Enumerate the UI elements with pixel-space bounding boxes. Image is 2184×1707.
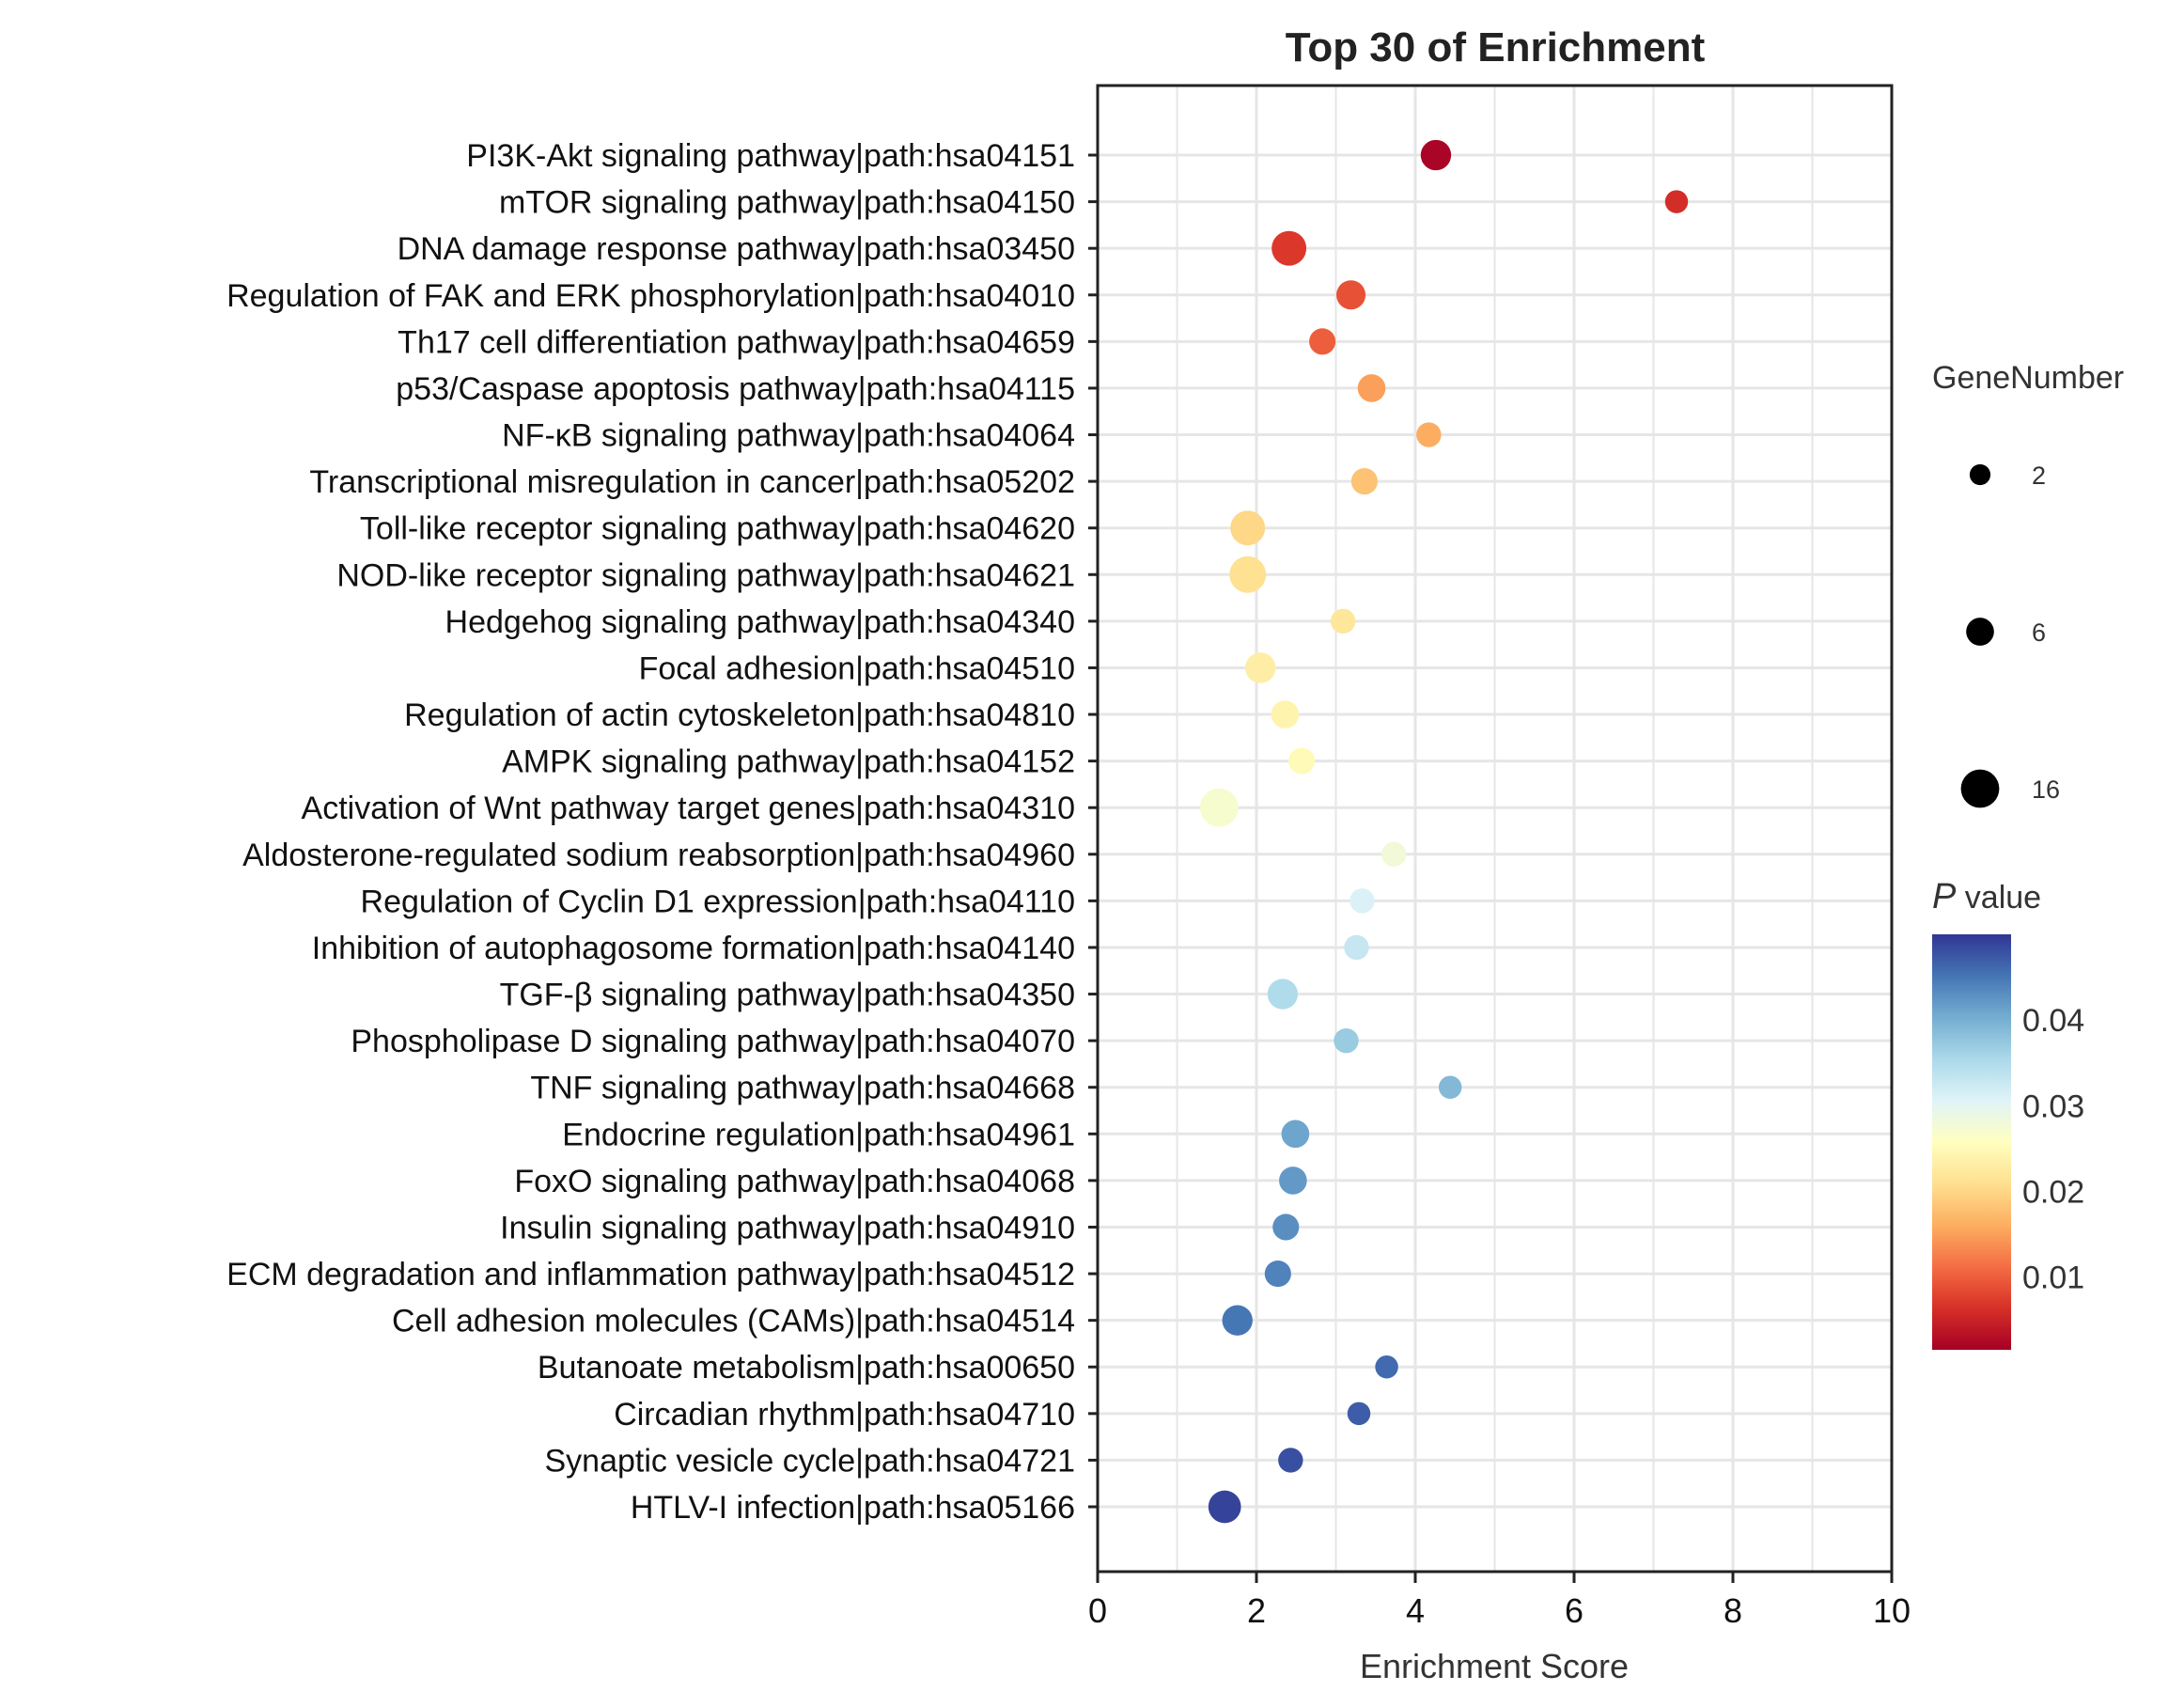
y-tick-label: Hedgehog signaling pathway|path:hsa04340 [445, 604, 1075, 640]
data-point [1271, 700, 1300, 728]
y-tick-label: Insulin signaling pathway|path:hsa04910 [500, 1210, 1075, 1245]
x-tick-label: 0 [1088, 1591, 1107, 1630]
y-tick-label: Endocrine regulation|path:hsa04961 [562, 1117, 1075, 1152]
data-point [1347, 1402, 1371, 1426]
y-tick-label: HTLV-I infection|path:hsa05166 [631, 1490, 1075, 1526]
y-tick-label: TGF-β signaling pathway|path:hsa04350 [500, 978, 1075, 1013]
data-point [1230, 510, 1266, 546]
y-tick-label: NOD-like receptor signaling pathway|path… [336, 557, 1075, 593]
y-tick-label: mTOR signaling pathway|path:hsa04150 [499, 185, 1075, 221]
data-point [1208, 1490, 1241, 1524]
x-tick-label: 2 [1247, 1591, 1266, 1630]
x-tick-label: 4 [1406, 1591, 1425, 1630]
data-point [1334, 1027, 1359, 1054]
colorbar [1932, 934, 2011, 1350]
data-point [1245, 652, 1276, 683]
size-legend-label: 6 [2032, 619, 2046, 647]
y-tick-label: ECM degradation and inflammation pathway… [226, 1257, 1075, 1292]
data-point [1222, 1305, 1253, 1336]
data-points [1199, 139, 1689, 1524]
grid-lines [1096, 86, 1894, 1572]
x-axis-label: Enrichment Score [1360, 1647, 1629, 1685]
data-point [1199, 788, 1239, 827]
data-point [1229, 556, 1267, 593]
y-tick-label: Th17 cell differentiation pathway|path:h… [398, 324, 1075, 360]
data-point [1267, 979, 1299, 1010]
data-point [1357, 374, 1386, 402]
data-point [1309, 328, 1336, 355]
data-point [1438, 1075, 1462, 1099]
x-tick-label: 6 [1565, 1591, 1583, 1630]
y-tick-label: Aldosterone-regulated sodium reabsorptio… [242, 838, 1075, 873]
colorbar-tick-label: 0.01 [2022, 1261, 2084, 1296]
data-point [1416, 422, 1442, 447]
color-legend: P value 0.01 0.02 0.03 0.04 [1932, 877, 2084, 1350]
y-tick-label: p53/Caspase apoptosis pathway|path:hsa04… [396, 371, 1075, 407]
size-legend: GeneNumber 2 6 16 [1932, 360, 2124, 808]
data-point [1264, 1261, 1291, 1288]
data-point [1271, 230, 1307, 266]
data-point [1420, 139, 1452, 171]
y-tick-label: Focal adhesion|path:hsa04510 [639, 650, 1075, 686]
size-legend-label: 16 [2032, 775, 2060, 804]
data-point [1278, 1448, 1303, 1473]
y-tick-label: AMPK signaling pathway|path:hsa04152 [502, 744, 1075, 780]
data-point [1664, 190, 1689, 213]
data-point [1279, 1167, 1307, 1195]
data-point [1336, 280, 1366, 310]
x-tick-label: 8 [1724, 1591, 1742, 1630]
y-tick-label: Transcriptional misregulation in cancer|… [309, 464, 1075, 500]
y-tick-label: Regulation of actin cytoskeleton|path:hs… [404, 697, 1075, 733]
y-tick-label: Inhibition of autophagosome formation|pa… [312, 931, 1075, 966]
y-tick-label: Cell adhesion molecules (CAMs)|path:hsa0… [392, 1304, 1075, 1339]
data-point [1344, 934, 1369, 961]
colorbar-tick-label: 0.04 [2022, 1003, 2084, 1039]
data-point [1375, 1355, 1398, 1379]
data-point [1350, 468, 1378, 495]
y-tick-label: Synaptic vesicle cycle|path:hsa04721 [544, 1443, 1075, 1479]
y-tick-label: PI3K-Akt signaling pathway|path:hsa04151 [466, 138, 1075, 174]
data-point [1330, 608, 1356, 634]
y-tick-label: Activation of Wnt pathway target genes|p… [302, 791, 1075, 826]
color-legend-title: P value [1932, 877, 2041, 916]
size-legend-title: GeneNumber [1932, 360, 2124, 396]
x-axis: 0 2 4 6 8 10 [1088, 1572, 1911, 1630]
y-tick-label: TNF signaling pathway|path:hsa04668 [530, 1071, 1075, 1106]
y-axis: PI3K-Akt signaling pathway|path:hsa04151… [226, 138, 1098, 1526]
y-tick-label: Toll-like receptor signaling pathway|pat… [360, 511, 1075, 547]
x-tick-label: 10 [1873, 1591, 1911, 1630]
y-tick-label: Regulation of Cyclin D1 expression|path:… [361, 884, 1075, 919]
colorbar-tick-label: 0.03 [2022, 1088, 2084, 1124]
size-legend-dot [1966, 618, 1994, 646]
color-legend-title-rest: value [1956, 880, 2041, 916]
data-point [1288, 747, 1316, 775]
y-tick-label: Butanoate metabolism|path:hsa00650 [538, 1350, 1075, 1386]
data-point [1381, 841, 1407, 867]
data-point [1272, 1214, 1300, 1241]
y-tick-label: DNA damage response pathway|path:hsa0345… [398, 231, 1075, 267]
data-point [1349, 888, 1375, 914]
plot-frame [1096, 84, 1894, 1574]
chart-title: Top 30 of Enrichment [1286, 24, 1706, 70]
y-tick-label: NF-κB signaling pathway|path:hsa04064 [502, 418, 1075, 454]
y-tick-label: Phospholipase D signaling pathway|path:h… [351, 1024, 1075, 1059]
y-tick-label: Regulation of FAK and ERK phosphorylatio… [226, 278, 1075, 314]
data-point [1281, 1120, 1310, 1149]
y-tick-label: FoxO signaling pathway|path:hsa04068 [514, 1164, 1075, 1199]
size-legend-dot [1969, 463, 1991, 486]
size-legend-label: 2 [2032, 462, 2046, 490]
color-legend-title-p: P [1932, 877, 1957, 916]
size-legend-dot [1960, 769, 2000, 808]
y-tick-label: Circadian rhythm|path:hsa04710 [614, 1397, 1075, 1433]
colorbar-tick-label: 0.02 [2022, 1174, 2084, 1210]
